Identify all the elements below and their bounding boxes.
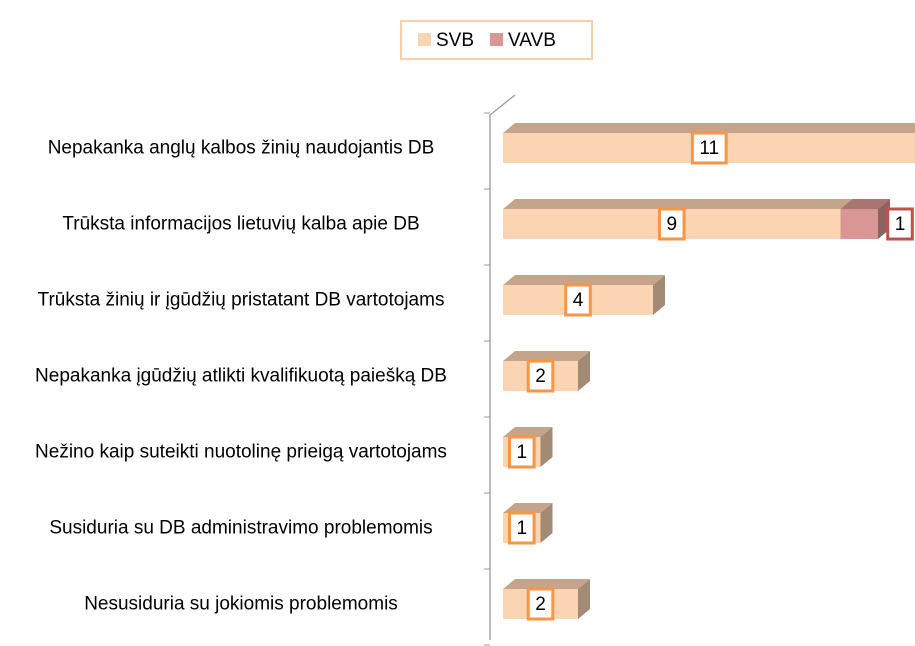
data-label: 1 <box>516 442 527 463</box>
bar-side <box>540 503 553 543</box>
bar-side <box>578 579 590 619</box>
data-label: 4 <box>573 290 584 311</box>
category-label: Nežino kaip suteikti nuotolinę prieigą v… <box>35 441 447 463</box>
category-label: Nepakanka anglų kalbos žinių naudojantis… <box>47 137 435 159</box>
data-label: 2 <box>535 594 546 615</box>
data-label-box <box>526 587 555 621</box>
data-label-box <box>526 359 555 393</box>
bar-top <box>503 123 915 133</box>
category-label: Trūksta žinių ir įgūdžių pristatant DB v… <box>37 289 445 311</box>
bar-top <box>840 199 890 209</box>
data-label-box <box>657 207 686 241</box>
legend-swatch <box>490 33 504 46</box>
data-label-box <box>690 131 728 165</box>
category-label: Nepakanka įgūdžių atlikti kvalifikuotą p… <box>35 365 447 387</box>
data-label: 1 <box>895 214 906 235</box>
bar-side <box>653 275 665 315</box>
legend-label: VAVB <box>508 30 556 51</box>
category-label: Susiduria su DB administravimo problemom… <box>49 517 433 539</box>
bar-top <box>503 275 665 285</box>
bar-front <box>840 209 878 239</box>
data-label: 9 <box>666 214 677 235</box>
bar-top <box>503 503 553 513</box>
data-label: 2 <box>535 366 546 387</box>
data-label: 1 <box>516 518 527 539</box>
data-label-box <box>886 207 914 241</box>
axis-line <box>489 94 516 640</box>
data-label: 11 <box>699 138 719 159</box>
legend-label: SVB <box>436 30 474 51</box>
data-label-box <box>564 283 592 317</box>
legend-swatch <box>418 33 431 46</box>
category-label: Nesusiduria su jokiomis problemomis <box>84 593 398 615</box>
data-label-box <box>507 511 536 545</box>
bar <box>840 199 890 239</box>
bar-top <box>503 351 590 361</box>
bar-top <box>503 579 590 589</box>
bar-top <box>503 427 553 437</box>
category-label: Trūksta informacijos lietuvių kalba apie… <box>62 213 420 235</box>
bar-side <box>578 351 590 391</box>
bar-side <box>540 427 553 467</box>
data-label-box <box>507 435 536 469</box>
bar-top <box>503 199 853 209</box>
